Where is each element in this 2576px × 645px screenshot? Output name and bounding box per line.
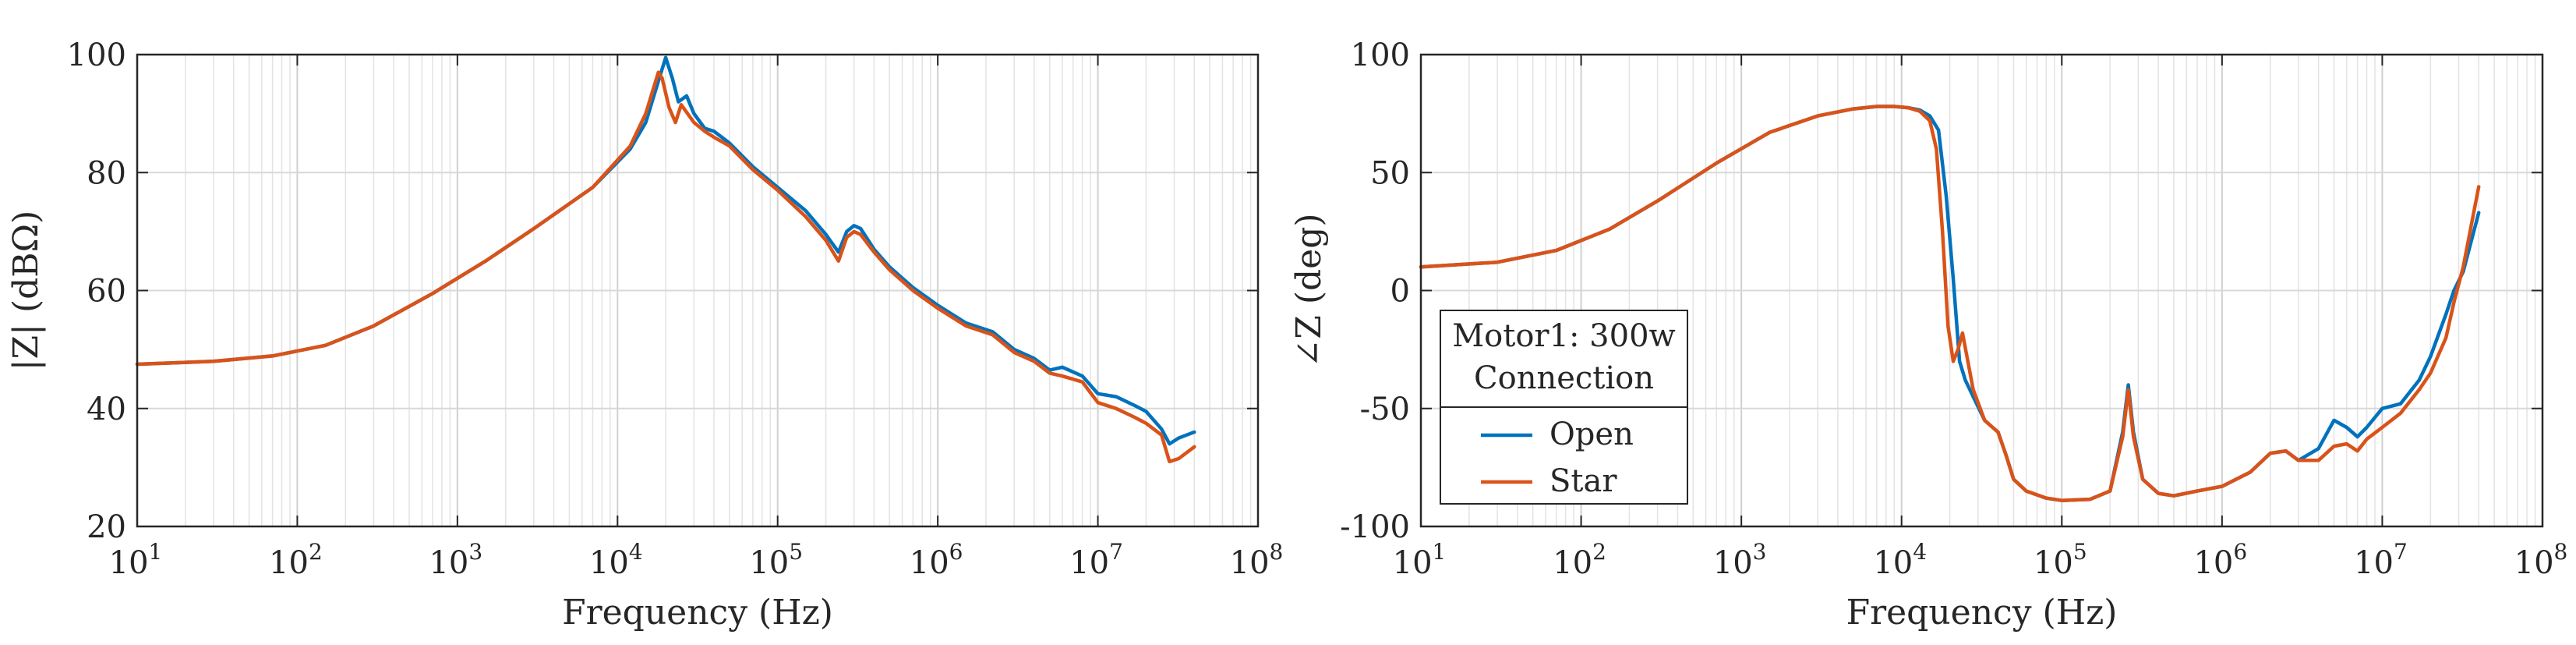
y-tick-label: -50: [1360, 392, 1410, 427]
series-line-star: [1419, 105, 2481, 502]
x-tick-label: 107: [2354, 539, 2408, 581]
y-tick-label: -100: [1340, 509, 1410, 545]
x-axis-label: Frequency (Hz): [1846, 593, 2118, 633]
x-tick-label: 104: [589, 539, 643, 581]
y-tick-label: 20: [87, 509, 126, 545]
y-tick-label: 0: [1390, 274, 1410, 310]
y-tick-label: 60: [87, 274, 126, 310]
magnitude-chart: 101 102 103 104 105 106 107 108 20 40 60 80 100 Frequ…: [6, 37, 1283, 633]
x-tick-label: 101: [109, 539, 163, 581]
y-axis-label: |Z| (dBΩ): [6, 211, 46, 371]
y-tick-label: 40: [87, 392, 126, 427]
x-tick-label: 102: [1553, 539, 1606, 581]
x-tick-label: 105: [749, 539, 803, 581]
x-tick-label: 108: [2514, 539, 2568, 581]
y-axis-label: ∠Z (deg): [1289, 213, 1329, 367]
legend-label-open: Open: [1549, 416, 1634, 452]
x-tick-label: 103: [1713, 539, 1767, 581]
y-tick-label: 50: [1370, 155, 1410, 191]
legend-title: Motor1: 300w: [1452, 318, 1676, 354]
axes-box: [1419, 53, 2544, 528]
y-tick-label: 100: [1351, 37, 1410, 73]
legend-title: Connection: [1474, 360, 1654, 396]
x-tick-label: 105: [2034, 539, 2087, 581]
x-tick-label: 102: [269, 539, 323, 581]
x-tick-label: 107: [1069, 539, 1123, 581]
phase-chart: 101 102 103 104 105 106 107 108 -100 -50 0 50 100 Fre…: [1289, 37, 2567, 633]
y-tick-label: 100: [67, 37, 126, 73]
series-line-star: [135, 70, 1196, 464]
y-tick-label: 80: [87, 155, 126, 191]
x-tick-label: 101: [1393, 539, 1447, 581]
x-tick-label: 104: [1873, 539, 1927, 581]
x-tick-label: 106: [2193, 539, 2247, 581]
x-tick-label: 106: [910, 539, 963, 581]
legend-label-star: Star: [1549, 463, 1617, 499]
x-tick-label: 103: [429, 539, 482, 581]
x-tick-label: 108: [1230, 539, 1284, 581]
legend: Motor1: 300w Connection Open Star: [1440, 310, 1688, 505]
x-axis-label: Frequency (Hz): [562, 593, 833, 633]
axes-box: [136, 53, 1260, 528]
